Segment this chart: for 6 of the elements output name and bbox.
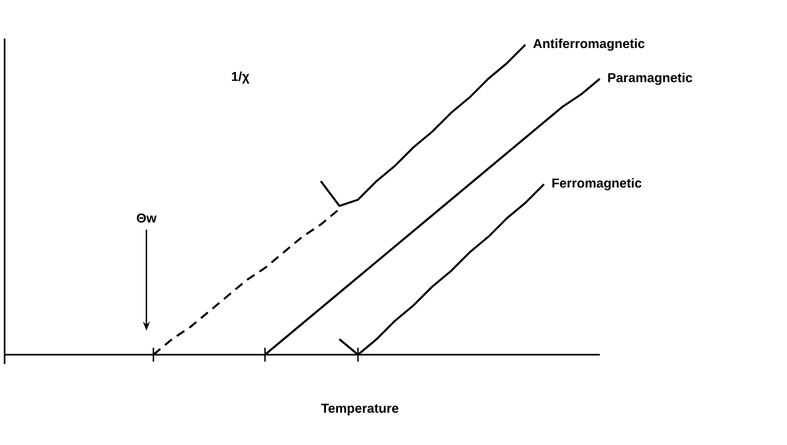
- x-axis-title: Temperature: [321, 404, 398, 416]
- series-label: Antiferromagnetic: [533, 38, 645, 51]
- series-label: Ferromagnetic: [552, 178, 642, 190]
- series-label: Paramagnetic: [608, 72, 692, 85]
- annotation: Θw: [136, 213, 157, 223]
- y-axis-title: 1/χ: [232, 71, 250, 84]
